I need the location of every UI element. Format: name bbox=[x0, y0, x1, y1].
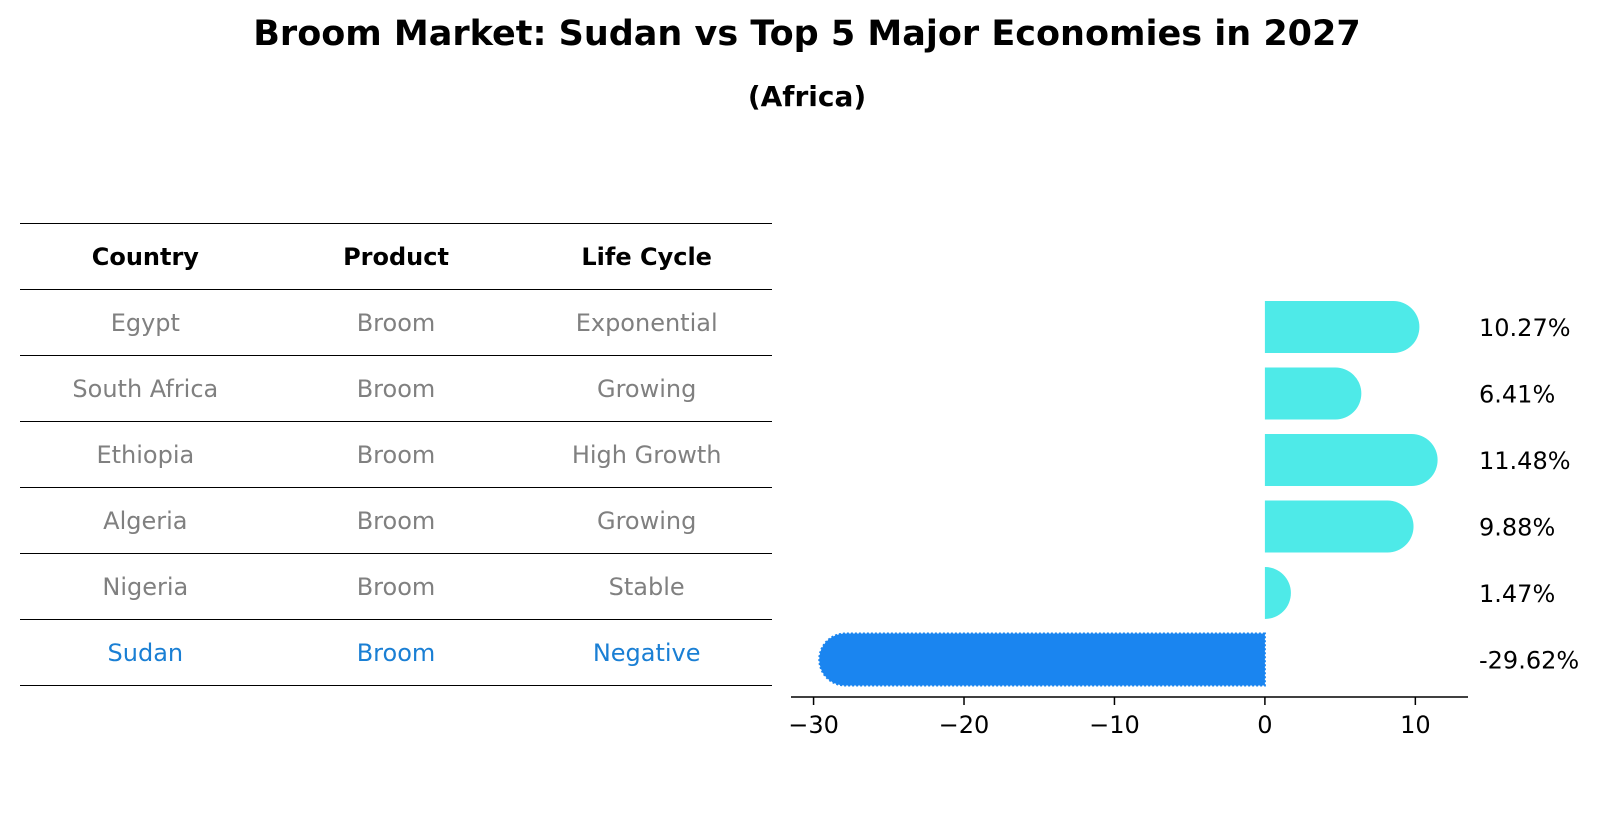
table-row: Algeria Broom Growing bbox=[20, 487, 772, 553]
data-label: 1.47% bbox=[1479, 580, 1555, 608]
bar-algeria bbox=[1264, 500, 1414, 553]
cell-product: Broom bbox=[356, 572, 436, 601]
table-header-row: Country Product Life Cycle bbox=[20, 223, 772, 289]
table-row: Egypt Broom Exponential bbox=[20, 289, 772, 355]
cell-product: Broom bbox=[356, 638, 436, 667]
cell-life-cycle: Growing bbox=[596, 374, 697, 403]
x-tick-label: −20 bbox=[939, 711, 990, 739]
chart-subtitle: (Africa) bbox=[747, 80, 867, 113]
cell-product: Broom bbox=[356, 374, 436, 403]
table-row: Nigeria Broom Stable bbox=[20, 553, 772, 619]
cell-life-cycle: Stable bbox=[608, 572, 685, 601]
table-row: Ethiopia Broom High Growth bbox=[20, 421, 772, 487]
cell-life-cycle: Exponential bbox=[575, 308, 718, 337]
bar-nigeria bbox=[1264, 567, 1291, 619]
header-country: Country bbox=[91, 242, 199, 271]
data-label: -29.62% bbox=[1479, 647, 1579, 675]
country-table: Country Product Life Cycle Egypt Broom E… bbox=[20, 223, 772, 686]
table-row: South Africa Broom Growing bbox=[20, 355, 772, 421]
table-row-highlight: Sudan Broom Negative bbox=[20, 619, 772, 686]
x-tick-label: 0 bbox=[1257, 711, 1272, 739]
cell-country: Egypt bbox=[110, 308, 180, 337]
x-tick-label: −10 bbox=[1089, 711, 1140, 739]
cell-country: Sudan bbox=[107, 638, 184, 667]
bar-ethiopia bbox=[1264, 434, 1438, 486]
header-life-cycle: Life Cycle bbox=[581, 242, 712, 271]
header-product: Product bbox=[343, 242, 449, 271]
cell-country: South Africa bbox=[72, 374, 219, 403]
cell-country: Algeria bbox=[103, 506, 188, 535]
data-label: 9.88% bbox=[1479, 514, 1555, 542]
cell-country: Nigeria bbox=[102, 572, 189, 601]
cell-product: Broom bbox=[356, 506, 436, 535]
x-tick-label: 10 bbox=[1400, 711, 1431, 739]
bar-egypt bbox=[1264, 301, 1420, 353]
cell-life-cycle: Negative bbox=[592, 638, 701, 667]
x-tick-label: −30 bbox=[788, 711, 839, 739]
bar-sudan bbox=[818, 632, 1266, 687]
chart-title: Broom Market: Sudan vs Top 5 Major Econo… bbox=[253, 14, 1361, 54]
cell-product: Broom bbox=[356, 308, 436, 337]
data-label: 6.41% bbox=[1479, 381, 1555, 409]
cell-product: Broom bbox=[356, 440, 436, 469]
cell-life-cycle: High Growth bbox=[571, 440, 722, 469]
cell-life-cycle: Growing bbox=[596, 506, 697, 535]
data-label: 10.27% bbox=[1479, 314, 1571, 342]
data-label: 11.48% bbox=[1479, 447, 1571, 475]
bar-south-africa bbox=[1264, 367, 1362, 420]
cell-country: Ethiopia bbox=[96, 440, 195, 469]
